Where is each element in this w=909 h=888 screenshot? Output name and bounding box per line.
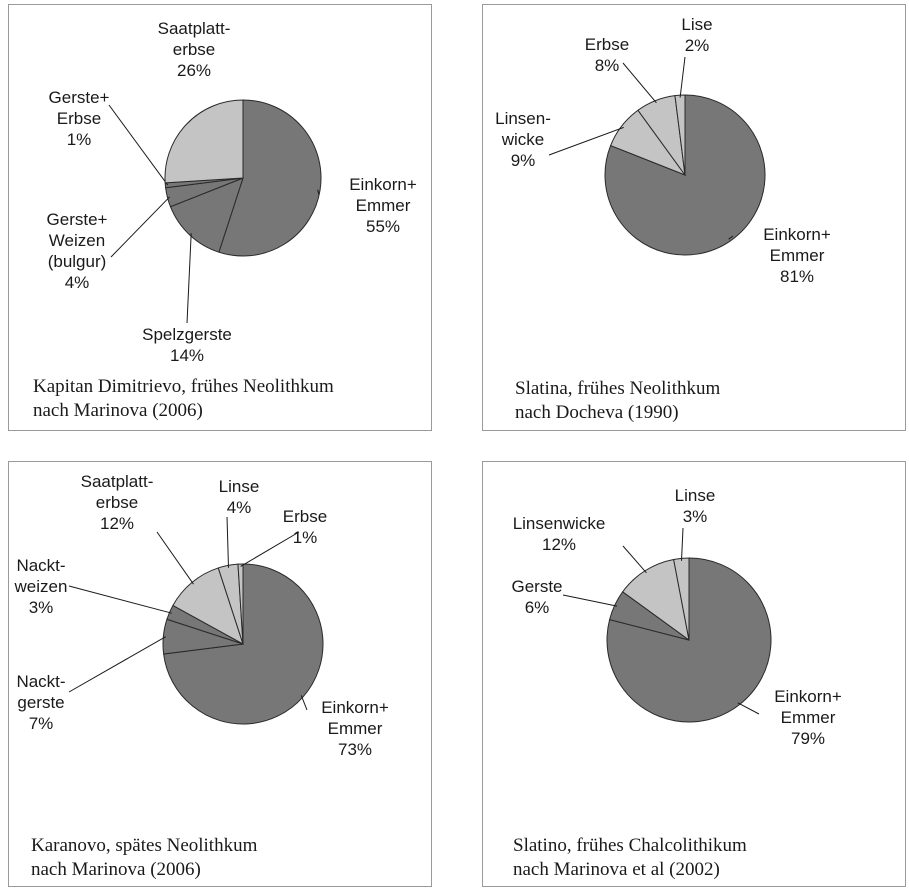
leader-line [681, 527, 684, 561]
leader-line [728, 235, 734, 240]
pie-slice-erbse [237, 563, 244, 645]
slice-label: Nackt-gerste 7% [16, 672, 65, 733]
pie-panel-karanovo: Einkorn+ Emmer 73% Nackt-gerste 7% Nackt-weiz… [8, 461, 432, 887]
chart-caption: Kapitan Dimitrievo, frühes Neolithkum na… [33, 375, 334, 423]
slice-label: Nackt-weizen 3% [14, 556, 68, 617]
pie-chart-kapitan-dimitrievo: Einkorn+ Emmer 55% Spelzgerste 14% Gerste+ Wei… [47, 19, 417, 365]
slice-label: Erbse 8% [585, 35, 629, 75]
slice-label: Gerste+ Erbse 1% [49, 88, 110, 149]
pie-slice-einkorn [218, 99, 322, 257]
pie-chart-karanovo: Einkorn+ Emmer 73% Nackt-gerste 7% Nackt-weiz… [14, 472, 389, 759]
slice-label: Erbse 1% [283, 507, 327, 547]
leader-line [622, 62, 657, 104]
leader-line [108, 104, 169, 186]
slice-label: Gerste 6% [511, 577, 562, 617]
leader-line [68, 636, 166, 693]
slice-label: Linsen-wicke 9% [495, 109, 551, 170]
slice-label: Einkorn+ Emmer 81% [763, 225, 831, 286]
slice-label: Saatplatt-erbse 26% [158, 19, 231, 80]
slice-label: Einkorn+ Emmer 73% [321, 698, 389, 759]
chart-caption: Slatino, frühes Chalcolithikum nach Mari… [513, 834, 747, 882]
pie-panel-slatina: Einkorn+ Emmer 81% Linsen-wicke 9% Erbse 8% Lis… [482, 4, 906, 431]
caption-line-2: nach Marinova et al (2002) [513, 859, 720, 880]
caption-line-1: Slatino, frühes Chalcolithikum [513, 835, 747, 856]
caption-line-1: Slatina, frühes Neolithkum [515, 378, 721, 399]
slice-label: Linse 4% [219, 477, 260, 517]
slice-label: Spelzgerste 14% [142, 325, 232, 365]
leader-line [317, 189, 320, 196]
pie-chart-slatina: Einkorn+ Emmer 81% Linsen-wicke 9% Erbse 8% Lis… [495, 15, 831, 286]
leader-line [156, 531, 194, 585]
slice-label: Linse 3% [675, 486, 716, 526]
pie-chart-slatino: Einkorn+ Emmer 79% Gerste 6% Linsenwicke 12% Li… [511, 486, 842, 748]
pie-slice-saatplatt [164, 99, 244, 184]
slice-label: Einkorn+ Emmer 55% [349, 175, 417, 236]
chart-caption: Slatina, frühes Neolithkum nach Docheva … [515, 377, 720, 425]
slice-label: Saatplatt-erbse 12% [81, 472, 154, 533]
leader-line [737, 702, 760, 715]
leader-line [562, 594, 618, 607]
caption-line-1: Karanovo, spätes Neolithkum [31, 835, 258, 856]
caption-line-1: Kapitan Dimitrievo, frühes Neolithkum [33, 376, 334, 397]
leader-line [68, 585, 172, 614]
leader-line [110, 196, 171, 258]
caption-line-2: nach Marinova (2006) [33, 400, 203, 421]
slice-label: Einkorn+ Emmer 79% [774, 687, 842, 748]
pie-panel-kapitan-dimitrievo: Einkorn+ Emmer 55% Spelzgerste 14% Gerste+ Wei… [8, 4, 432, 431]
slice-label: Lise 2% [681, 15, 712, 55]
slice-label: Linsenwicke 12% [513, 514, 606, 554]
slice-label: Gerste+ Weizen (bulgur) 4% [47, 210, 108, 292]
leader-line [226, 516, 229, 568]
pie-slice-spelzgerste [169, 177, 244, 253]
leader-line [240, 531, 300, 567]
pie-panel-slatino: Einkorn+ Emmer 79% Gerste 6% Linsenwicke 12% Li… [482, 461, 906, 887]
chart-caption: Karanovo, spätes Neolithkum nach Marinov… [31, 834, 257, 882]
caption-line-2: nach Docheva (1990) [515, 402, 679, 423]
caption-line-2: nach Marinova (2006) [31, 859, 201, 880]
leader-line [300, 695, 308, 711]
leader-line [622, 545, 647, 574]
leader-line [548, 126, 624, 156]
leader-line [679, 56, 686, 98]
leader-line [186, 233, 192, 324]
